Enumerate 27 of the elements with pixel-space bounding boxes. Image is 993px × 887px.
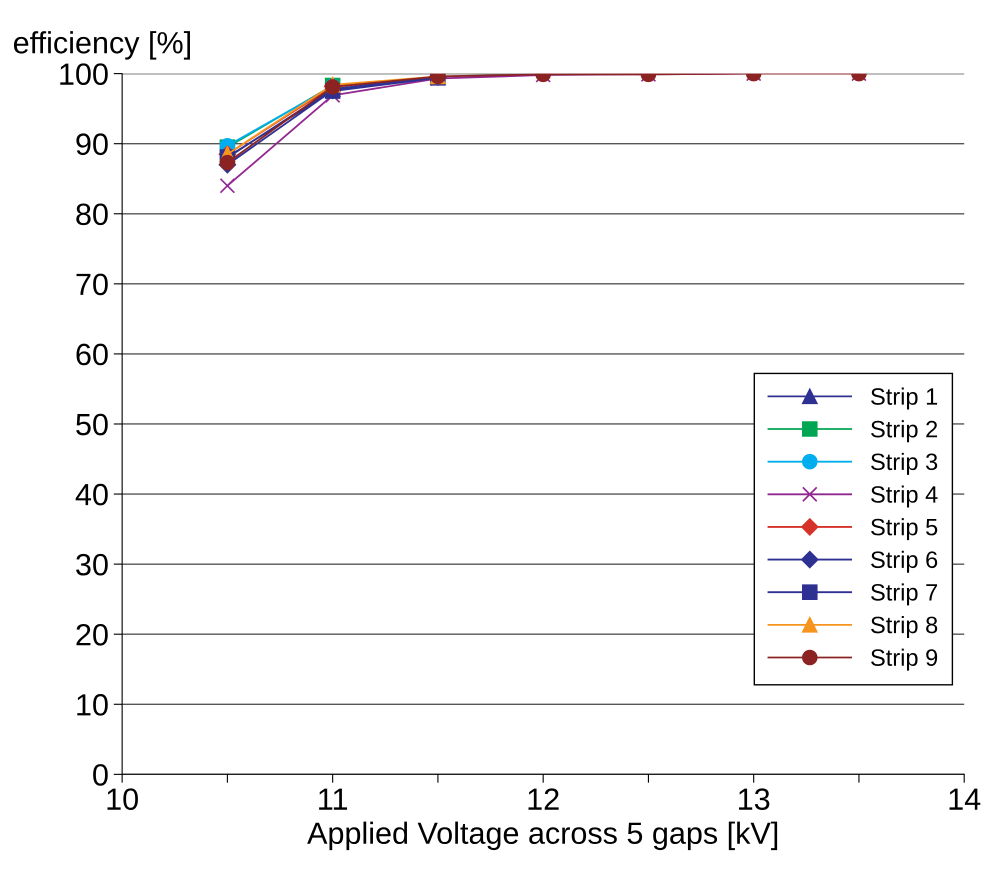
y-tick-label: 90 (76, 133, 108, 156)
y-tick-label: 30 (76, 554, 108, 576)
x-tick-label: 11 (319, 788, 348, 810)
x-tick-label: 14 (950, 788, 980, 810)
x-tick-label: 12 (528, 788, 559, 810)
legend-label: Strip 4 (871, 485, 938, 508)
y-tick-label: 80 (76, 204, 108, 226)
y-tick-label: 70 (76, 274, 108, 296)
legend-label: Strip 7 (871, 583, 938, 606)
y-tick-label: 20 (76, 624, 108, 646)
legend-label: Strip 2 (871, 420, 938, 442)
legend-label: Strip 6 (871, 550, 938, 573)
legend-label: Strip 5 (871, 518, 938, 540)
y-axis-title: efficiency [%] (14, 31, 190, 60)
y-tick-label: 100 (60, 63, 108, 85)
x-tick-label: 13 (739, 788, 770, 810)
y-tick-label: 0 (93, 764, 108, 786)
x-axis-title: Applied Voltage across 5 gaps [kV] (307, 822, 778, 850)
legend-label: Strip 9 (871, 648, 938, 671)
x-tick-label: 10 (107, 788, 138, 810)
y-tick-label: 10 (77, 694, 108, 716)
y-tick-label: 50 (76, 414, 108, 436)
legend-label: Strip 8 (871, 616, 938, 638)
legend-label: Strip 1 (871, 388, 938, 410)
y-tick-label: 40 (76, 484, 108, 506)
legend-label: Strip 3 (871, 452, 938, 475)
y-tick-label: 60 (76, 344, 108, 366)
